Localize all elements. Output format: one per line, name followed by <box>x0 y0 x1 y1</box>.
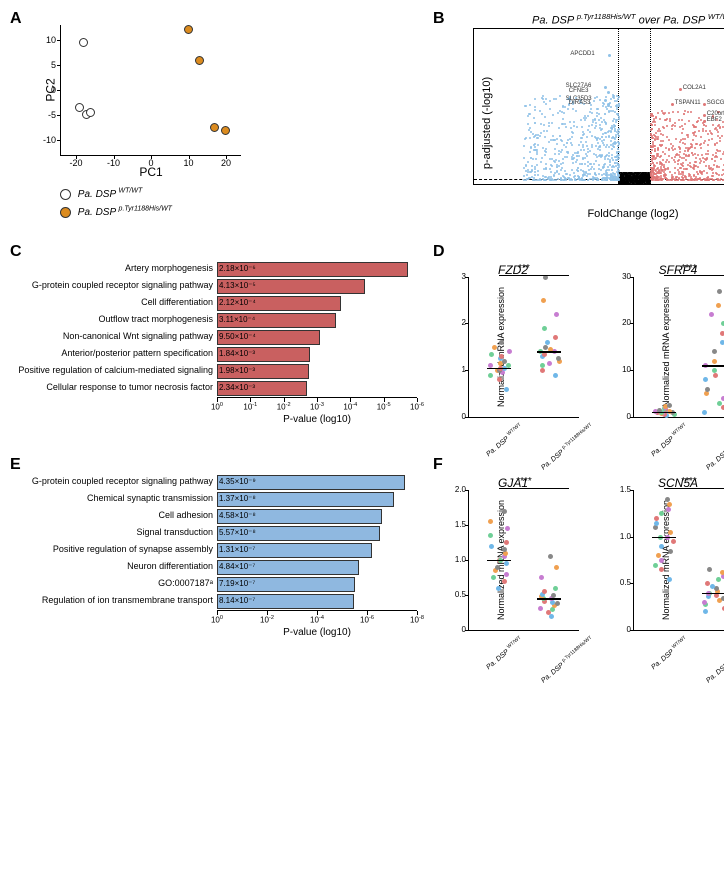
volcano-xaxis-label: FoldChange (log2) <box>587 208 678 220</box>
panel-b: B Pa. DSP p.Tyr1188His/WT over Pa. DSP W… <box>433 10 724 221</box>
panel-f: F GJA1 Normalized mRNA expression 0 0.5 … <box>433 456 724 645</box>
pca-legend: Pa. DSP WT/WT Pa. DSP p.Tyr1188His/WT <box>60 186 418 221</box>
panel-d: D FZD2 Normalized mRNA expression 0 1 2 … <box>433 243 724 432</box>
panel-a: A PC1 PC2 -20 -10 0 10 20 -10 -5 0 5 10 … <box>10 10 418 221</box>
go-chart-up: Artery morphogenesis 2.18×10⁻⁶ G-protein… <box>18 261 418 418</box>
panel-a-label: A <box>10 10 22 28</box>
panel-e: E G-protein coupled receptor signaling p… <box>10 456 418 645</box>
panel-c-label: C <box>10 243 22 261</box>
volcano-title: Pa. DSP p.Tyr1188His/WT over Pa. DSP WT/… <box>532 12 724 27</box>
volcano-plot: APCDD1 SLC27A6 CFNE3 SLC35D3 DIRAS3 COL2… <box>473 28 724 185</box>
panel-d-label: D <box>433 243 445 261</box>
legend-swatch-wt <box>60 189 71 200</box>
pca-plot: PC1 PC2 -20 -10 0 10 20 -10 -5 0 5 10 <box>60 25 241 156</box>
volcano-yaxis-label: p-adjusted (-log10) <box>481 77 493 169</box>
dotplots-d: FZD2 Normalized mRNA expression 0 1 2 3 … <box>438 263 724 432</box>
dotplots-f: GJA1 Normalized mRNA expression 0 0.5 1.… <box>438 476 724 645</box>
panel-f-label: F <box>433 456 443 474</box>
panel-e-label: E <box>10 456 21 474</box>
go-chart-dn: G-protein coupled receptor signaling pat… <box>18 474 418 631</box>
panel-c: C Artery morphogenesis 2.18×10⁻⁶ G-prote… <box>10 243 418 432</box>
legend-swatch-mut <box>60 207 71 218</box>
panel-b-label: B <box>433 10 445 28</box>
